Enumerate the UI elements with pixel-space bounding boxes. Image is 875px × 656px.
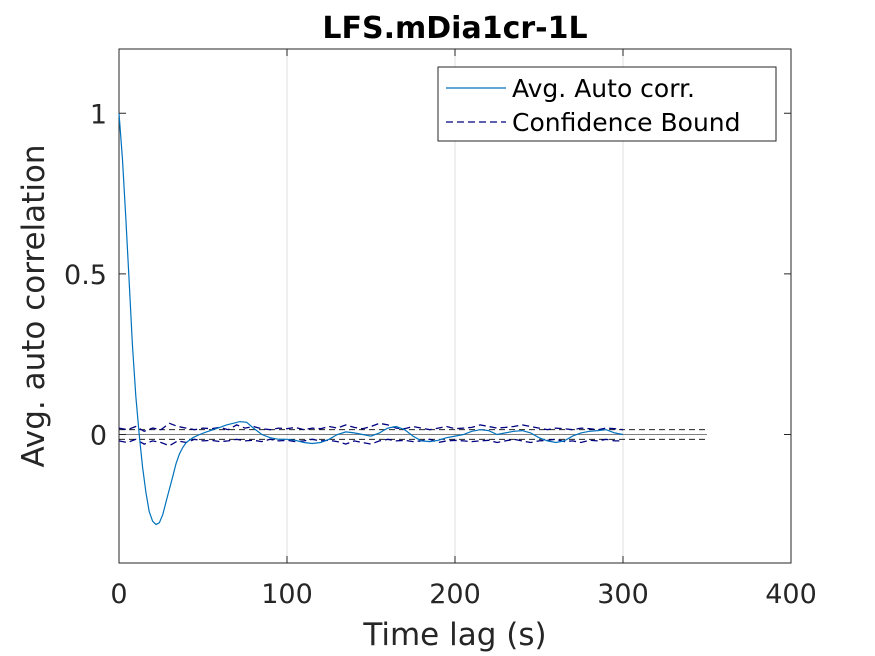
- legend: Avg. Auto corr. Confidence Bound: [437, 66, 777, 142]
- legend-box: [437, 66, 777, 142]
- legend-label-autocorr: Avg. Auto corr.: [512, 74, 695, 103]
- chart-title: LFS.mDia1cr-1L: [322, 11, 587, 46]
- x-tick-label-0: 0: [110, 579, 127, 610]
- x-tick-label-4: 400: [765, 579, 817, 610]
- series-confidence-upper: [118, 422, 624, 433]
- series-confidence-lower: [118, 438, 623, 447]
- x-tick-label-1: 100: [261, 579, 313, 610]
- x-tick-label-3: 300: [597, 579, 649, 610]
- axis-ticks: [118, 49, 792, 563]
- y-tick-label-1: 0.5: [64, 260, 107, 291]
- y-tick-label-0: 0: [90, 421, 107, 452]
- legend-label-confidence: Confidence Bound: [512, 108, 741, 137]
- x-axis-label: Time lag (s): [362, 617, 546, 653]
- series-autocorr-line: [118, 113, 624, 526]
- y-axis-label: Avg. auto correlation: [16, 144, 52, 467]
- series-layer: [118, 113, 624, 526]
- x-tick-label-2: 200: [429, 579, 481, 610]
- y-tick-label-2: 1: [90, 99, 107, 130]
- tick-labels: 0 100 200 300 400 0 0.5 1: [64, 99, 817, 610]
- reference-lines: [119, 429, 707, 440]
